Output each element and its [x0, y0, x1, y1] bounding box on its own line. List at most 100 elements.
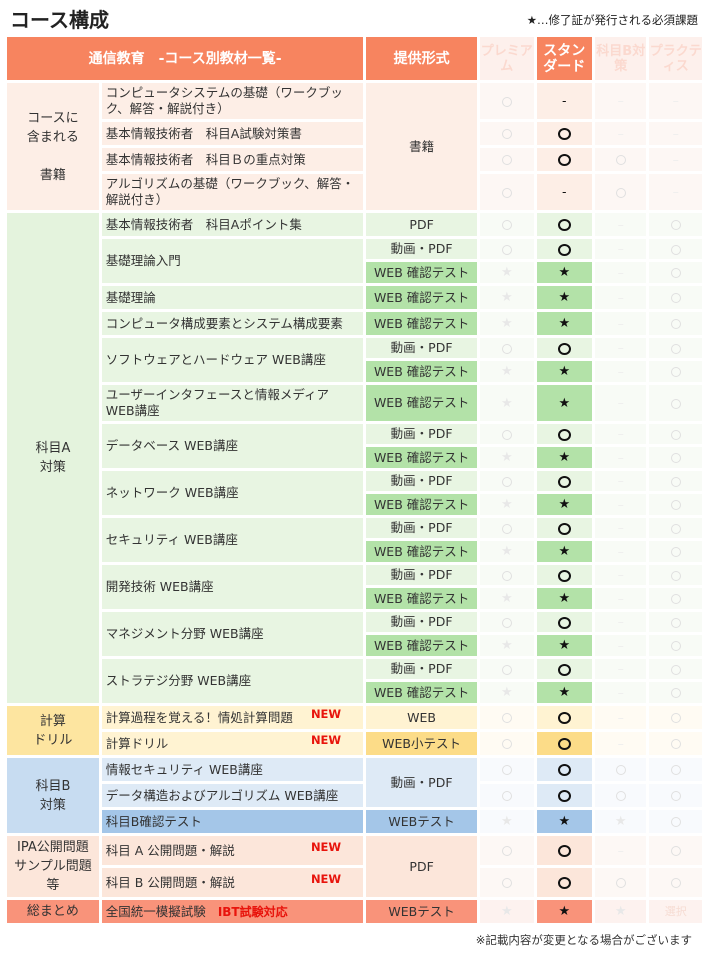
plan-standard-cell — [536, 424, 593, 444]
plan-b-cell — [595, 148, 647, 171]
material-cell: 基礎理論入門 — [101, 239, 364, 283]
plan-practice-cell — [649, 612, 702, 632]
circle-icon — [501, 664, 512, 675]
plan-standard-cell — [536, 758, 593, 781]
header-plan-standard: スタンダード — [536, 37, 593, 80]
dash-icon: – — [617, 264, 624, 280]
plan-premium-cell — [480, 338, 534, 358]
ibt-badge: IBT試験対応 — [217, 904, 288, 919]
plan-premium-cell — [480, 659, 534, 679]
format-cell: WEB — [366, 706, 478, 729]
table-row: 計算 ドリル NEW 計算過程を覚える！情処計算問題 WEB – — [7, 706, 702, 755]
table-row: データベース WEB講座 動画・PDF – — [7, 424, 702, 468]
circle-icon — [670, 523, 681, 534]
plan-b-cell: – — [595, 447, 647, 468]
plan-standard-cell — [536, 471, 593, 491]
plan-practice-cell — [649, 565, 702, 585]
new-badge: NEW — [310, 839, 342, 854]
star-icon: ★ — [500, 497, 513, 512]
circle-icon — [557, 428, 571, 441]
plan-b-cell — [595, 784, 647, 807]
plan-practice-cell — [649, 494, 702, 515]
plan-premium-cell — [480, 868, 534, 897]
format-cell: WEB 確認テスト — [366, 312, 478, 335]
star-icon: ★ — [558, 316, 571, 331]
table-row: 科目A 対策 基本情報技術者 科目Aポイント集 PDF – — [7, 213, 702, 703]
circle-icon — [501, 846, 512, 856]
table-body: コースに 含まれる 書籍 コンピュータシステムの基礎（ワークブック、解答・解説付き… — [7, 83, 702, 923]
plan-premium-cell — [480, 706, 534, 729]
plan-premium-cell: ★ — [480, 447, 534, 468]
plan-standard-cell: ★ — [536, 286, 593, 309]
material-name: データベース WEB講座 — [105, 438, 238, 453]
circle-icon — [670, 244, 681, 255]
material-name: 基礎理論入門 — [105, 253, 181, 268]
circle-icon — [557, 738, 571, 750]
material-name: 科目 B 公開問題・解説 — [105, 874, 235, 890]
dash-icon: – — [617, 614, 624, 629]
format-cell: 動画・PDF — [366, 758, 478, 807]
plan-premium-cell — [480, 148, 534, 171]
material-name: 基礎理論 — [105, 289, 156, 305]
plan-b-cell: – — [595, 312, 647, 335]
table-row: セキュリティ WEB講座 動画・PDF – — [7, 518, 702, 562]
plan-standard-cell: ★ — [536, 312, 593, 335]
plan-b-cell: – — [595, 239, 647, 259]
material-name: データ構造およびアルゴリズム WEB講座 — [105, 787, 339, 803]
material-name: 基本情報技術者 科目Aポイント集 — [105, 216, 302, 232]
format-cell: WEB 確認テスト — [366, 262, 478, 283]
plan-standard-cell — [536, 706, 593, 729]
table-row: WEB 確認テスト ★ ★ – — [7, 541, 702, 562]
star-icon: ★ — [500, 316, 513, 331]
format-cell: 動画・PDF — [366, 424, 478, 444]
circle-icon — [501, 570, 512, 581]
plan-b-cell: – — [595, 565, 647, 585]
table-row: WEB 確認テスト ★ ★ – — [7, 682, 702, 703]
table-row: WEB 確認テスト ★ ★ – — [7, 588, 702, 609]
plan-premium-cell — [480, 784, 534, 807]
table-row: 科目B確認テスト WEBテスト ★ ★ ★ — [7, 810, 702, 833]
circle-icon — [670, 398, 681, 409]
material-name: 全国統一模擬試験 — [105, 903, 206, 919]
table-row: WEB 確認テスト ★ ★ – — [7, 635, 702, 656]
format-cell: WEB 確認テスト — [366, 361, 478, 382]
legend-note: ★…修了証が発行される必須課題 — [526, 13, 698, 27]
plan-premium-cell: ★ — [480, 312, 534, 335]
plan-b-cell — [595, 174, 647, 210]
table-row: ストラテジ分野 WEB講座 動画・PDF – — [7, 659, 702, 703]
plan-practice-cell — [649, 659, 702, 679]
dash-icon: - — [562, 184, 567, 199]
plan-practice-cell — [649, 784, 702, 807]
dash-icon: – — [617, 449, 624, 465]
plan-standard-cell: ★ — [536, 588, 593, 609]
table-row: WEB 確認テスト ★ ★ – — [7, 361, 702, 382]
circle-icon — [670, 739, 681, 749]
material-name: 基本情報技術者 科目Ｂの重点対策 — [105, 151, 306, 167]
plan-b-cell: – — [595, 286, 647, 309]
material-cell: 情報セキュリティ WEB講座 — [101, 758, 364, 781]
format-cell: 動画・PDF — [366, 565, 478, 585]
circle-icon — [501, 429, 512, 440]
plan-practice-cell — [649, 471, 702, 491]
plan-standard-cell — [536, 122, 593, 145]
plan-premium-cell — [480, 83, 534, 119]
format-cell: WEB 確認テスト — [366, 588, 478, 609]
plan-practice-cell: – — [649, 174, 702, 210]
plan-premium-cell: ★ — [480, 900, 534, 923]
table-row: 科目B 対策 情報セキュリティ WEB講座 動画・PDF — [7, 758, 702, 833]
plan-standard-cell: ★ — [536, 385, 593, 421]
material-cell: NEW 計算ドリル — [101, 732, 364, 755]
table-row: 基礎理論入門 動画・PDF – — [7, 239, 702, 283]
plan-premium-cell: ★ — [480, 361, 534, 382]
format-cell: PDF — [366, 836, 478, 897]
material-cell: 科目B確認テスト — [101, 810, 364, 833]
circle-icon — [557, 569, 571, 582]
plan-b-cell: – — [595, 338, 647, 358]
format-cell: WEBテスト — [366, 900, 478, 923]
plan-standard-cell — [536, 784, 593, 807]
plan-b-cell: – — [595, 836, 647, 865]
plan-premium-cell — [480, 732, 534, 755]
dash-icon: – — [617, 125, 624, 141]
material-name: 科目B確認テスト — [105, 813, 202, 829]
table-row: ユーザーインタフェースと情報メディア WEB講座 WEB 確認テスト ★ ★ – — [7, 385, 702, 421]
